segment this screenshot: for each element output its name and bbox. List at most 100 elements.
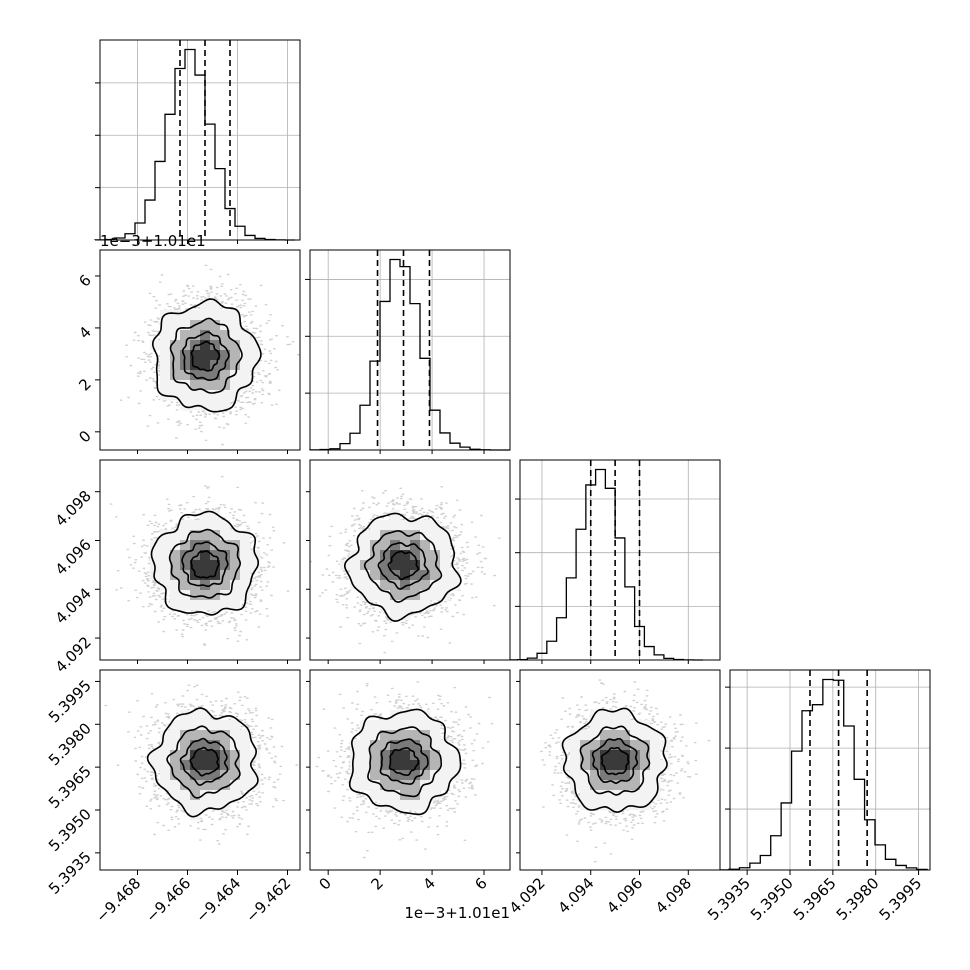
- panel-frame: [729, 669, 931, 871]
- density-cell: [400, 780, 411, 791]
- density-cell: [230, 340, 241, 351]
- panel-frame: [99, 39, 301, 241]
- density-cell: [400, 710, 411, 721]
- scatter-panel-p2-p3: [309, 459, 511, 661]
- density-cell: [200, 570, 211, 581]
- density-cell: [180, 740, 191, 751]
- density-cell: [600, 770, 611, 781]
- density-cell: [430, 790, 441, 801]
- scatter-panel-p3-p4: [519, 669, 721, 871]
- density-cell: [430, 570, 441, 581]
- density-cell: [180, 770, 191, 781]
- density-cell: [230, 720, 241, 731]
- density-cell: [240, 770, 251, 781]
- density-cell: [400, 610, 411, 621]
- density-cell: [410, 720, 421, 731]
- contour-line-3: [181, 331, 230, 381]
- density-cell: [180, 730, 191, 741]
- x-tick-label-p3-4-094: 4.094: [554, 874, 597, 917]
- density-cell: [440, 550, 451, 561]
- density-cell: [220, 730, 231, 741]
- density-cell: [170, 360, 181, 371]
- density-cell: [600, 710, 611, 721]
- density-cell: [200, 310, 211, 321]
- density-cell: [630, 730, 641, 741]
- density-cell: [160, 730, 171, 741]
- density-cell: [390, 600, 401, 611]
- density-cell: [600, 790, 611, 801]
- density-cell: [400, 520, 411, 531]
- density-cell: [200, 380, 211, 391]
- density-cell: [200, 750, 211, 761]
- histogram-panel-p2: [305, 249, 511, 451]
- density-cell: [390, 760, 401, 771]
- density-cell: [190, 760, 201, 771]
- density-cell: [170, 310, 181, 321]
- density-cell: [190, 590, 201, 601]
- density-cell: [190, 560, 201, 571]
- density-cell: [370, 750, 381, 761]
- density-cell: [170, 740, 181, 751]
- density-cell: [400, 590, 411, 601]
- density-cell: [430, 730, 441, 741]
- contour-line-1: [344, 512, 462, 622]
- histogram-panel-p1: [94, 39, 301, 241]
- density-cell: [200, 790, 211, 801]
- density-cell: [200, 560, 211, 571]
- density-cell: [440, 540, 451, 551]
- density-cell: [170, 320, 181, 331]
- x-tick-label-p1-9-462: −9.462: [242, 874, 294, 926]
- density-cell: [350, 750, 361, 761]
- density-cell: [420, 540, 431, 551]
- x-tick-label-p3-4-098: 4.098: [652, 874, 695, 917]
- histogram-step-p3: [507, 468, 703, 661]
- density-cell: [210, 750, 221, 761]
- density-cell: [580, 780, 591, 791]
- density-cell: [190, 810, 201, 821]
- contour-line-4: [600, 747, 630, 776]
- density-cell: [630, 790, 641, 801]
- density-cell: [170, 530, 181, 541]
- density-cell: [170, 790, 181, 801]
- density-cell: [590, 750, 601, 761]
- density-cell: [210, 310, 221, 321]
- density-cell: [230, 530, 241, 541]
- density-cell: [150, 570, 161, 581]
- density-cell: [210, 300, 221, 311]
- y-tick-label-p4-5-3935: 5.3935: [45, 848, 95, 898]
- density-cell: [190, 380, 201, 391]
- density-cell: [650, 740, 661, 751]
- density-cell: [450, 750, 461, 761]
- scatter-panel-p1-p4: [99, 669, 301, 871]
- density-cell: [620, 800, 631, 811]
- density-cell: [240, 380, 251, 391]
- density-cell: [240, 760, 251, 771]
- density-cell: [360, 550, 371, 561]
- density-cell: [170, 600, 181, 611]
- density-cell: [230, 730, 241, 741]
- density-cell: [240, 560, 251, 571]
- density-cell: [570, 750, 581, 761]
- contour-line-3: [591, 738, 639, 784]
- panel-frame: [99, 669, 301, 871]
- density-cell: [170, 760, 181, 771]
- panel-background: [100, 40, 300, 240]
- density-cell: [420, 580, 431, 591]
- density-cell: [180, 560, 191, 571]
- x-tick-label-p2-4: 4: [419, 874, 438, 893]
- density-cell: [240, 740, 251, 751]
- density-cell: [370, 520, 381, 531]
- density-cell: [630, 740, 641, 751]
- density-cell: [230, 560, 241, 571]
- histogram-step-p4: [717, 678, 928, 871]
- density-cell: [200, 730, 211, 741]
- density-cell: [220, 340, 231, 351]
- density-cell: [390, 590, 401, 601]
- x-tick-label-p2-2: 2: [367, 874, 386, 893]
- density-cell: [430, 720, 441, 731]
- density-cell: [220, 400, 231, 411]
- density-cell: [210, 600, 221, 611]
- density-cell: [230, 600, 241, 611]
- contour-line-4: [190, 550, 220, 579]
- density-cell: [200, 540, 211, 551]
